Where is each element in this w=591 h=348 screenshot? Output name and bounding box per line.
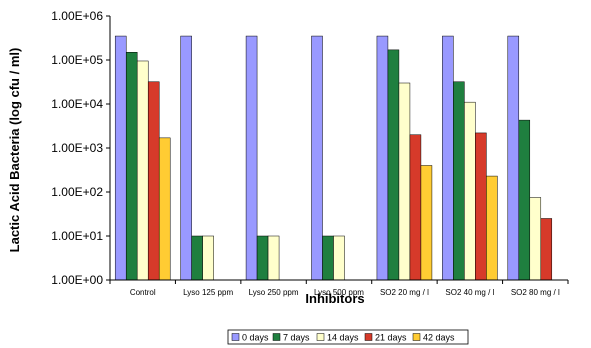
bar [540, 218, 553, 281]
category-label: SO2 20 mg / l [380, 288, 429, 297]
y-tick-label: 1.00E+04 [51, 97, 103, 111]
bar [486, 175, 498, 281]
y-tick-label: 1.00E+01 [51, 229, 103, 243]
legend-swatch [231, 333, 240, 341]
x-axis-categories: Control Lyso 125 ppm Lyso 250 ppm Lyso 500 … [109, 280, 569, 297]
x-axis-title: Inhibitors [305, 291, 364, 306]
legend-box [227, 329, 469, 345]
bar [245, 35, 258, 281]
bar [507, 35, 520, 281]
legend-label: 21 days [375, 333, 407, 343]
bar [125, 52, 138, 281]
bar [409, 134, 422, 281]
y-axis-title: Lactic Acid Bacteria (log cfu / ml) [7, 48, 22, 253]
legend-swatch [316, 333, 325, 341]
bar [158, 137, 171, 281]
legend-swatch [412, 333, 421, 341]
y-tick-label: 1.00E+03 [51, 141, 103, 155]
plot-area [114, 35, 553, 281]
bar [322, 235, 334, 281]
bar [398, 82, 411, 281]
bar [376, 35, 389, 281]
legend-label: 0 days [242, 333, 269, 343]
legend-swatch [272, 333, 281, 341]
bar [202, 235, 214, 281]
category-label: SO2 80 mg / l [511, 288, 560, 297]
category-label: Lyso 500 ppm [314, 288, 364, 297]
legend: 0 days 7 days 14 days 21 days 42 days [227, 329, 469, 345]
bar [529, 197, 542, 281]
bar [267, 235, 280, 281]
legend-label: 7 days [283, 333, 310, 343]
bar [518, 119, 531, 281]
legend-swatch [364, 333, 373, 341]
bar [333, 235, 345, 281]
y-tick-label: 1.00E+06 [51, 9, 103, 23]
y-tick-label: 1.00E+05 [51, 53, 103, 67]
category-label: Control [130, 288, 156, 297]
bar [453, 81, 465, 281]
bar [420, 165, 433, 281]
bar [311, 35, 323, 281]
legend-label: 42 days [423, 333, 455, 343]
bar [136, 60, 149, 281]
y-tick-label: 1.00E+02 [51, 185, 103, 199]
category-label: SO2 40 mg / l [445, 288, 494, 297]
bar [442, 35, 454, 281]
bar [114, 35, 127, 281]
y-axis-ticks: 1.00E+00 1.00E+01 1.00E+02 1.00E+03 1.00E+04… [51, 9, 110, 287]
bar [475, 132, 487, 281]
bar [256, 235, 269, 281]
bar [387, 49, 400, 281]
category-label: Lyso 125 ppm [183, 288, 233, 297]
y-tick-label: 1.00E+00 [51, 273, 103, 287]
bar [147, 81, 160, 281]
bar [191, 235, 203, 281]
legend-label: 14 days [327, 333, 359, 343]
bar [464, 101, 476, 281]
bar [180, 35, 192, 281]
category-label: Lyso 250 ppm [249, 288, 299, 297]
